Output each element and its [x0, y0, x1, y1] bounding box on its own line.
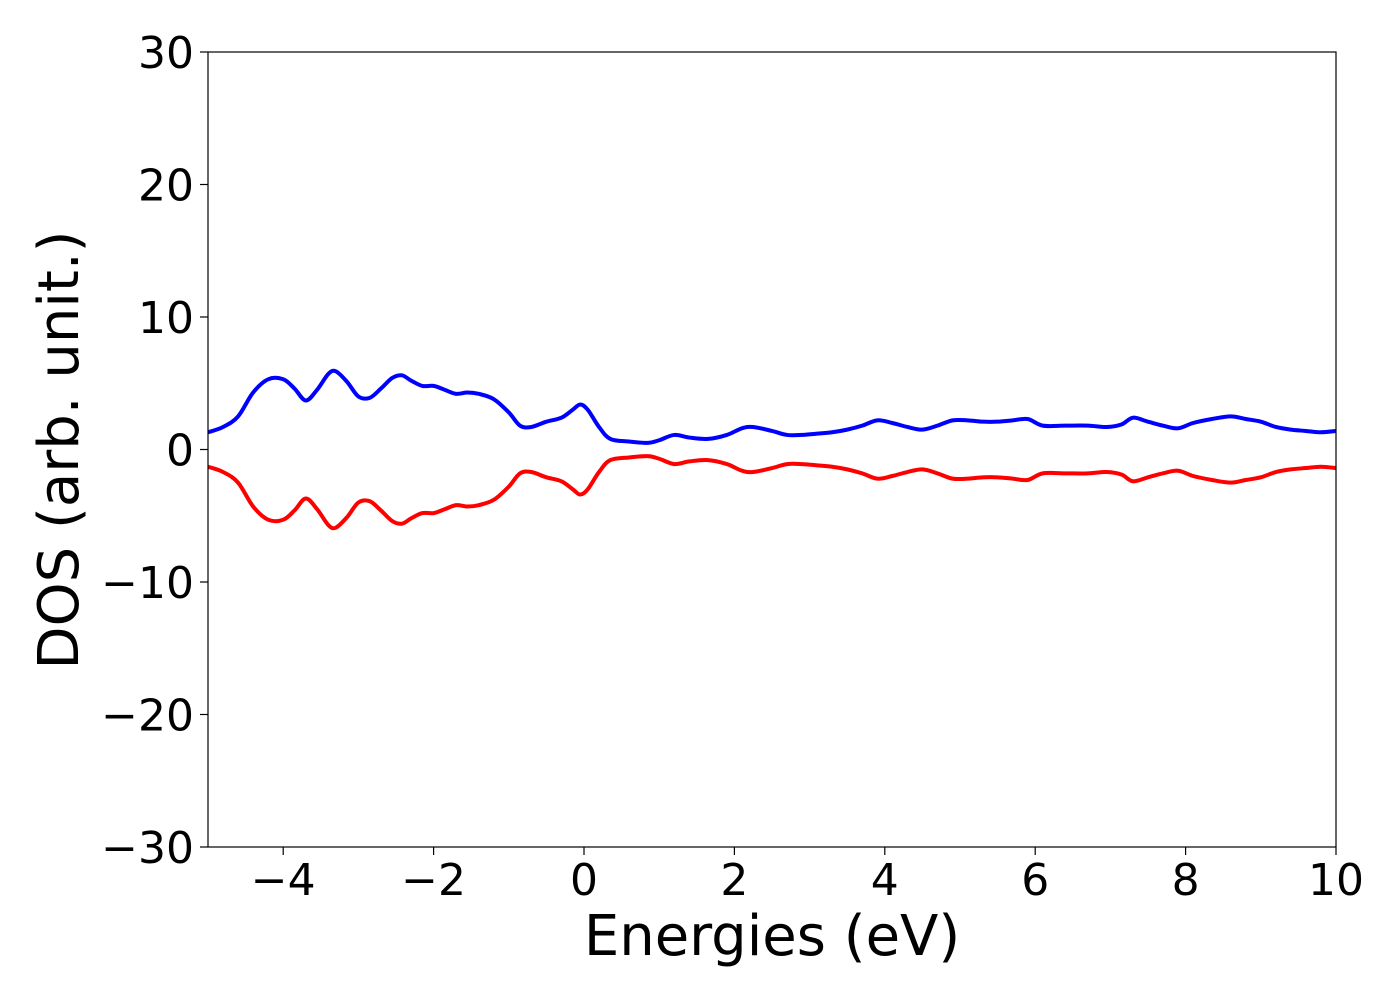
x-tick-label: 6: [1021, 855, 1049, 906]
series-line-0: [208, 368, 1336, 445]
x-tick-label: −4: [251, 855, 316, 906]
y-axis: −30 −20 −10 0 10 20 30: [101, 28, 208, 874]
y-axis-label: DOS (arb. unit.): [27, 230, 92, 669]
y-tick-label: −20: [101, 691, 194, 742]
plot-frame: [207, 51, 1337, 848]
y-tick-label: −30: [101, 823, 194, 874]
x-tick-label: −2: [401, 855, 466, 906]
y-tick-label: 10: [138, 293, 194, 344]
x-axis-label: Energies (eV): [584, 904, 960, 969]
y-tick-label: 20: [138, 161, 194, 212]
y-tick-label: 30: [138, 28, 194, 79]
series-layer: [208, 368, 1336, 531]
series-line-1: [208, 454, 1336, 531]
y-tick-label: 0: [166, 426, 194, 477]
x-tick-label: 10: [1308, 855, 1364, 906]
x-tick-label: 8: [1172, 855, 1200, 906]
x-tick-label: 0: [570, 855, 598, 906]
x-tick-label: 2: [720, 855, 748, 906]
x-axis: −4 −2 0 2 4 6 8 10: [251, 847, 1364, 906]
y-tick-label: −10: [101, 558, 194, 609]
x-tick-label: 4: [871, 855, 899, 906]
